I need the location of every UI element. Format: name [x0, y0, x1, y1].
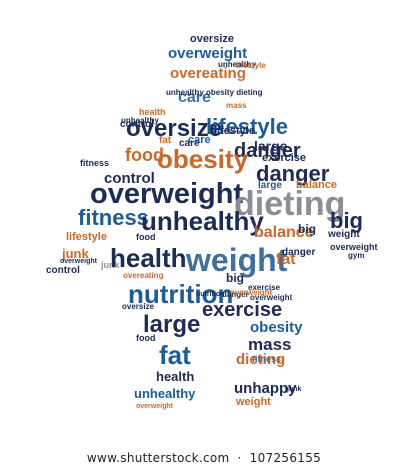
footer-site: www.shutterstock.com [86, 451, 230, 465]
footer-separator: · [237, 451, 242, 465]
cloud-word: unhappy [234, 380, 297, 397]
cloud-word: health [156, 369, 195, 384]
cloud-word: control [46, 265, 80, 276]
cloud-word: junk [101, 260, 120, 270]
cloud-word: fitness [252, 354, 282, 364]
cloud-word: big [226, 271, 244, 285]
cloud-word: balance [296, 179, 337, 191]
cloud-word: overweight [136, 403, 173, 410]
cloud-word: food [136, 232, 156, 242]
cloud-word: care [188, 134, 211, 146]
cloud-word: care [179, 138, 200, 149]
cloud-word: food [125, 145, 164, 165]
cloud-word: nutrition [128, 279, 234, 309]
cloud-word: big [330, 208, 363, 233]
cloud-word: danger [234, 140, 301, 162]
cloud-word: large [254, 138, 288, 154]
cloud-word: overweight [90, 178, 244, 210]
cloud-word: overeating [170, 65, 246, 82]
cloud-word: mass [226, 101, 247, 110]
cloud-word: junk [287, 386, 302, 393]
cloud-word: health [139, 107, 166, 117]
cloud-word: overeating [123, 271, 164, 280]
cloud-word: unhealthy [218, 60, 256, 69]
cloud-word: obesity [250, 319, 303, 336]
cloud-word: danger [222, 290, 249, 299]
cloud-word: food [136, 333, 156, 343]
cloud-word: gym [348, 251, 365, 260]
cloud-word: lifestyle [206, 114, 288, 139]
cloud-word: overweight [250, 293, 293, 302]
cloud-word: weight [186, 242, 288, 278]
cloud-word: danger [282, 247, 316, 258]
cloud-word: dieting [236, 351, 286, 368]
cloud-word: exercise [262, 152, 307, 164]
cloud-word: fat [276, 251, 296, 268]
cloud-word: unhealthy [134, 386, 196, 401]
cloud-word: fat [159, 135, 172, 146]
cloud-word: overweight [230, 288, 273, 297]
cloud-word: large [143, 311, 201, 338]
cloud-word: oversize [190, 33, 235, 45]
word-cloud: oversize overweight unhealthy lifestyle over… [46, 33, 378, 411]
cloud-word: exercise [202, 299, 283, 321]
cloud-word: obesity [157, 144, 249, 174]
cloud-word: fitness [78, 205, 149, 230]
cloud-word: dieting [234, 185, 346, 223]
cloud-word: exercise [248, 283, 281, 292]
cloud-word: lifestyle [236, 61, 266, 70]
cloud-word: health [110, 243, 187, 273]
cloud-word: overweight [168, 45, 248, 62]
cloud-word: overweight [60, 258, 97, 265]
cloud-word: unhealthy [121, 116, 159, 125]
cloud-word: junk [62, 246, 89, 261]
cloud-word: lifestyle [214, 125, 255, 137]
cloud-word: mass [248, 335, 292, 354]
footer-id: 107256155 [249, 451, 322, 465]
watermark-footer: www.shutterstock.com · 107256155 [0, 446, 408, 470]
cloud-word: control [104, 170, 155, 187]
cloud-word: danger [256, 161, 330, 186]
cloud-word: large [258, 180, 282, 191]
cloud-word: unhealthy [141, 206, 264, 236]
cloud-word: weight [236, 396, 271, 408]
cloud-word: big [298, 222, 316, 236]
cloud-word: balance [254, 224, 314, 241]
cloud-word: fitness [80, 158, 110, 168]
cloud-word: weight [328, 229, 360, 240]
cloud-word: lifestyle [66, 231, 107, 243]
cloud-word: oversize [122, 302, 155, 311]
cloud-word: oversize [126, 115, 223, 142]
cloud-word: unhealthy obesity dieting [166, 88, 263, 97]
cloud-word: overweight [330, 242, 378, 252]
cloud-word: care [178, 89, 211, 106]
cloud-word: fat [159, 340, 191, 370]
cloud-word: nutrition [196, 291, 225, 298]
cloud-word: control [120, 119, 154, 130]
